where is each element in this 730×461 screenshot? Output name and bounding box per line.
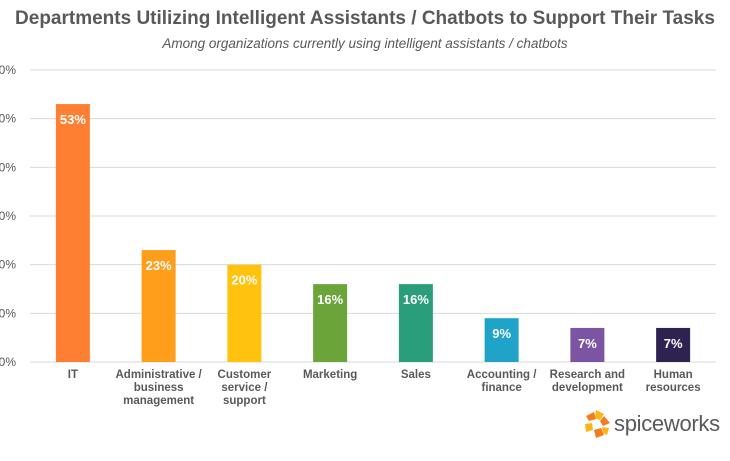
- y-tick-label: 20%: [0, 258, 16, 272]
- bar: [656, 327, 691, 362]
- y-tick-label: 50%: [0, 112, 16, 126]
- x-tick-label: IT: [68, 369, 78, 381]
- x-tick-label-line: Administrative /: [115, 369, 202, 381]
- x-tick-label: Administrative / business management: [115, 369, 202, 407]
- x-tick-label-line: Research and: [550, 369, 625, 381]
- spiceworks-logo: spiceworks: [582, 408, 722, 442]
- spiceworks-wordmark: spiceworks: [614, 411, 720, 436]
- x-tick-label: Accounting / finance: [467, 369, 537, 394]
- data-label: 7%: [664, 336, 683, 351]
- x-tick-label-line: IT: [68, 369, 78, 381]
- bar: [55, 104, 90, 363]
- data-label: 9%: [492, 326, 511, 341]
- bar: [484, 318, 519, 362]
- x-tick-label: Human resources: [646, 369, 701, 394]
- bar: [227, 264, 262, 362]
- data-label: 53%: [60, 112, 86, 127]
- y-tick-label: 30%: [0, 209, 16, 223]
- chart-title: Departments Utilizing Intelligent Assist…: [15, 8, 715, 29]
- y-tick-label: 0%: [0, 355, 16, 369]
- data-label: 23%: [146, 258, 172, 273]
- bar: [398, 284, 433, 362]
- y-tick-label: 40%: [0, 160, 16, 174]
- bar: [141, 250, 176, 362]
- x-tick-label: Sales: [401, 369, 431, 381]
- x-tick-label-line: Customer: [218, 369, 272, 381]
- y-tick-label: 60%: [0, 63, 16, 77]
- chart-subtitle: Among organizations currently using inte…: [162, 36, 568, 51]
- x-tick-label-line: Marketing: [303, 369, 357, 381]
- x-tick-label-line: support: [223, 395, 266, 407]
- data-label: 7%: [578, 336, 597, 351]
- x-tick-label-line: development: [552, 382, 623, 394]
- bar: [570, 327, 605, 362]
- bar: [313, 284, 348, 362]
- x-tick-label-line: business: [134, 382, 184, 394]
- spiceworks-logo-icon: [585, 410, 610, 438]
- data-label: 16%: [403, 292, 429, 307]
- y-tick-label: 10%: [0, 306, 16, 320]
- x-tick-label-line: management: [123, 395, 194, 407]
- data-label: 20%: [231, 273, 257, 288]
- x-tick-label: Marketing: [303, 369, 357, 381]
- x-tick-label-line: Sales: [401, 369, 431, 381]
- x-tick-label: Customer service / support: [218, 369, 272, 407]
- x-tick-label-line: Accounting /: [467, 369, 537, 381]
- x-tick-label-line: resources: [646, 382, 701, 394]
- x-tick-label-line: service /: [221, 382, 268, 394]
- data-label: 16%: [317, 292, 343, 307]
- x-tick-label-line: finance: [481, 382, 521, 394]
- x-tick-label-line: Human: [654, 369, 693, 381]
- x-tick-label: Research and development: [550, 369, 625, 394]
